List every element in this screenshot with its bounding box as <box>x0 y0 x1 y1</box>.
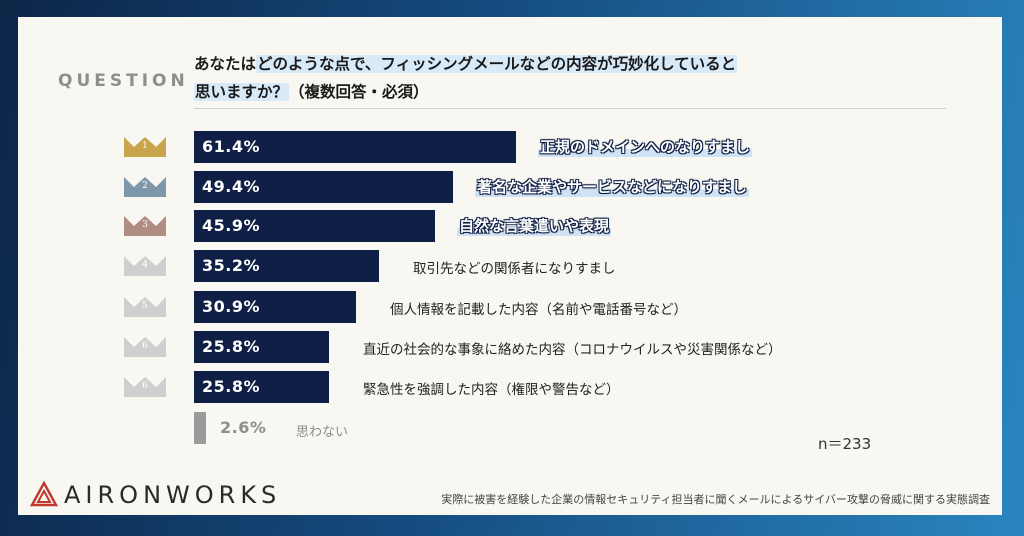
logo-triangle-icon <box>30 481 58 507</box>
rank-number: 6 <box>142 341 148 351</box>
question-prefix: あなたは <box>194 55 257 73</box>
category-label: 緊急性を強調した内容（権限や警告など） <box>363 382 620 398</box>
question-line1: どのような点で、フィッシングメールなどの内容が巧妙化していると <box>256 55 738 73</box>
value-label: 25.8% <box>202 337 261 356</box>
category-label: 取引先などの関係者になりすまし <box>413 261 616 277</box>
rank-crown-icon <box>122 335 168 359</box>
rank-number: 4 <box>142 260 148 270</box>
category-label: 個人情報を記載した内容（名前や電話番号など） <box>390 302 687 318</box>
sample-size-label: n＝233 <box>818 435 872 453</box>
value-label: 49.4% <box>202 177 261 196</box>
rank-crown-icon <box>122 214 168 238</box>
value-label: 35.2% <box>202 256 261 275</box>
rank-crown-icon <box>122 375 168 399</box>
rank-crown-icon <box>122 295 168 319</box>
value-label: 25.8% <box>202 377 261 396</box>
bar-row-none: 2.6% 思わない <box>18 412 1002 444</box>
rank-number: 6 <box>142 381 148 391</box>
bar-row-personal-info: 5 30.9% 個人情報を記載した内容（名前や電話番号など） <box>18 291 1002 323</box>
bar <box>194 210 435 242</box>
question-label: QUESTION <box>58 71 189 91</box>
rank-number: 2 <box>142 181 148 191</box>
bar <box>194 291 356 323</box>
bar <box>194 412 206 444</box>
category-label: 自然な言葉遣いや表現 <box>457 215 612 236</box>
aironworks-logo: AIRONWORKS <box>28 479 348 509</box>
rank-crown-icon <box>122 175 168 199</box>
value-label: 30.9% <box>202 297 261 316</box>
survey-title-note: 実際に被害を経験した企業の情報セキュリティ担当者に聞くメールによるサイバー攻撃の… <box>441 493 990 506</box>
category-label: 直近の社会的な事象に絡めた内容（コロナウイルスや災害関係など） <box>363 342 782 358</box>
bar <box>194 171 453 203</box>
rank-number: 5 <box>142 301 148 311</box>
bar <box>194 331 329 363</box>
bar-row-domain-spoofing: 1 61.4% 正規のドメインへのなりすまし <box>18 131 1002 163</box>
question-divider <box>194 108 946 109</box>
question-text: あなたはどのような点で、フィッシングメールなどの内容が巧妙化していると 思います… <box>194 50 894 106</box>
rank-crown-icon <box>122 135 168 159</box>
category-label: 思わない <box>296 425 349 440</box>
question-line2: 思いますか？ <box>194 83 290 101</box>
question-note: （複数回答・必須） <box>289 83 429 101</box>
category-label: 著名な企業やサービスなどになりすまし <box>475 176 750 197</box>
logo-text: AIRONWORKS <box>64 481 282 509</box>
value-label: 61.4% <box>202 137 261 156</box>
rank-number: 3 <box>142 220 148 230</box>
rank-crown-icon <box>122 254 168 278</box>
bar <box>194 371 329 403</box>
bar <box>194 131 516 163</box>
chart-card: QUESTION あなたはどのような点で、フィッシングメールなどの内容が巧妙化し… <box>18 17 1002 515</box>
bar-row-urgency: 6 25.8% 緊急性を強調した内容（権限や警告など） <box>18 371 1002 403</box>
bar-row-natural-language: 3 45.9% 自然な言葉遣いや表現 <box>18 210 1002 242</box>
value-label: 45.9% <box>202 216 261 235</box>
bar-row-social-events: 6 25.8% 直近の社会的な事象に絡めた内容（コロナウイルスや災害関係など） <box>18 331 1002 363</box>
category-label: 正規のドメインへのなりすまし <box>538 136 753 157</box>
value-label: 2.6% <box>220 418 267 437</box>
rank-number: 1 <box>142 141 148 151</box>
bar <box>194 250 379 282</box>
bar-row-business-partner-spoofing: 4 35.2% 取引先などの関係者になりすまし <box>18 250 1002 282</box>
bar-row-company-spoofing: 2 49.4% 著名な企業やサービスなどになりすまし <box>18 171 1002 203</box>
